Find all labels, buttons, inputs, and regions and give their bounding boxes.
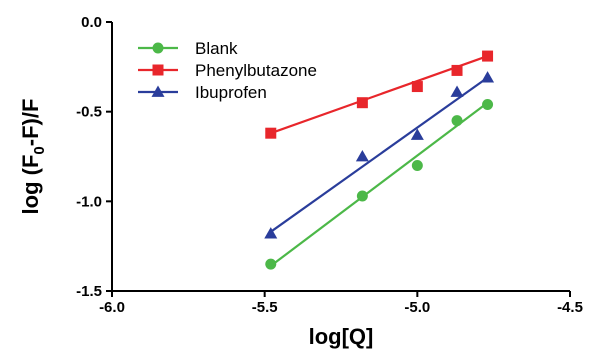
ibuprofen-fit-line [270, 76, 489, 233]
phenylbutazone-data-point [265, 127, 277, 139]
ibuprofen-data-point [481, 71, 495, 83]
y-axis-title-subscript: 0 [31, 146, 48, 154]
y-axis-title: log (F0-F)/F [18, 99, 48, 215]
legend-label-phenylbutazone: Phenylbutazone [195, 61, 317, 80]
legend-marker-phenylbutazone [152, 64, 164, 76]
phenylbutazone-data-point [482, 50, 494, 62]
blank-data-point [482, 98, 494, 110]
axes: -6.0 -5.5 -5.0 -4.5 0.0 -0.5 -1.0 -1.5 [76, 14, 583, 316]
legend-label-blank: Blank [195, 39, 238, 58]
legend-label-ibuprofen: Ibuprofen [195, 83, 267, 102]
phenylbutazone-data-point [356, 97, 368, 109]
data-markers [264, 50, 495, 270]
y-tick-label: -1.0 [76, 193, 102, 210]
x-tick-label: -4.5 [557, 299, 583, 316]
ibuprofen-data-point [410, 128, 424, 140]
y-axis-title-part-1: log (F [18, 155, 43, 215]
blank-data-point [451, 115, 463, 127]
ibuprofen-data-point [264, 227, 278, 239]
phenylbutazone-data-point [411, 81, 423, 93]
fit-lines [270, 55, 489, 267]
blank-data-point [411, 159, 423, 171]
y-axis-title-part-2: -F)/F [18, 99, 43, 147]
x-tick-label: -6.0 [99, 299, 125, 316]
y-tick-label: 0.0 [81, 14, 102, 31]
phenylbutazone-data-point [451, 64, 463, 76]
phenylbutazone-fit-line [270, 55, 488, 135]
ibuprofen-data-point [450, 85, 464, 97]
blank-data-point [356, 190, 368, 202]
blank-data-point [265, 258, 277, 270]
y-tick-label: -0.5 [76, 104, 102, 121]
x-axis-title: log[Q] [309, 324, 374, 349]
legend: Blank Phenylbutazone Ibuprofen [138, 39, 317, 102]
ibuprofen-data-point [355, 150, 369, 162]
legend-marker-blank [152, 42, 164, 54]
x-tick-label: -5.5 [252, 299, 278, 316]
x-tick-label: -5.0 [404, 299, 430, 316]
y-tick-label: -1.5 [76, 283, 102, 300]
blank-fit-line [270, 101, 489, 267]
legend-marker-ibuprofen [151, 85, 165, 97]
